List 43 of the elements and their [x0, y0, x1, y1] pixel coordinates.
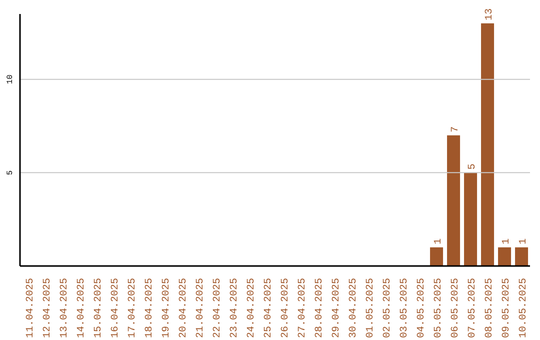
x-tick-label: 14.04.2025 — [76, 278, 88, 338]
data-label: 7 — [450, 126, 462, 132]
x-tick-label: 16.04.2025 — [110, 278, 122, 338]
x-tick-label: 18.04.2025 — [144, 278, 156, 338]
x-tick-label: 21.04.2025 — [196, 278, 206, 338]
x-tick-label: 27.04.2025 — [298, 278, 308, 338]
bar — [430, 247, 444, 266]
x-tick-label: 15.04.2025 — [94, 278, 104, 338]
x-tick-label: 12.04.2025 — [42, 278, 54, 338]
x-tick-label: 26.04.2025 — [280, 278, 292, 338]
x-tick-label: 08.05.2025 — [484, 278, 496, 338]
x-tick-label: 03.05.2025 — [400, 278, 410, 338]
x-tick-label: 06.05.2025 — [450, 278, 462, 338]
x-tick-label: 17.04.2025 — [128, 278, 138, 338]
x-tick-label: 11.04.2025 — [26, 278, 36, 338]
data-label: 1 — [518, 238, 530, 244]
x-tick-label: 05.05.2025 — [434, 278, 444, 338]
bar — [481, 23, 494, 266]
x-tick-label: 10.05.2025 — [518, 278, 530, 338]
bar — [464, 172, 478, 266]
bar — [515, 247, 528, 266]
bar — [498, 247, 512, 266]
x-tick-label: 29.04.2025 — [332, 278, 342, 338]
x-tick-label: 24.04.2025 — [246, 278, 258, 338]
data-label: 1 — [502, 238, 513, 244]
x-tick-label: 20.04.2025 — [178, 278, 190, 338]
x-tick-label: 28.04.2025 — [314, 278, 326, 338]
y-tick-label: 10 — [6, 74, 15, 84]
x-tick-label: 23.04.2025 — [230, 278, 240, 338]
x-tick-label: 19.04.2025 — [162, 278, 172, 338]
x-tick-label: 04.05.2025 — [416, 278, 428, 338]
x-tick-label: 07.05.2025 — [468, 278, 478, 338]
x-tick-label: 09.05.2025 — [502, 278, 512, 338]
x-tick-label: 25.04.2025 — [264, 278, 274, 338]
x-tick-label: 30.04.2025 — [348, 278, 360, 338]
x-tick-label: 13.04.2025 — [60, 278, 70, 338]
data-label: 13 — [484, 8, 496, 20]
x-tick-label: 02.05.2025 — [382, 278, 394, 338]
x-tick-label: 01.05.2025 — [366, 278, 376, 338]
data-label: 5 — [468, 164, 479, 170]
data-label: 1 — [434, 238, 445, 244]
bar — [447, 135, 460, 266]
x-tick-label: 22.04.2025 — [212, 278, 224, 338]
